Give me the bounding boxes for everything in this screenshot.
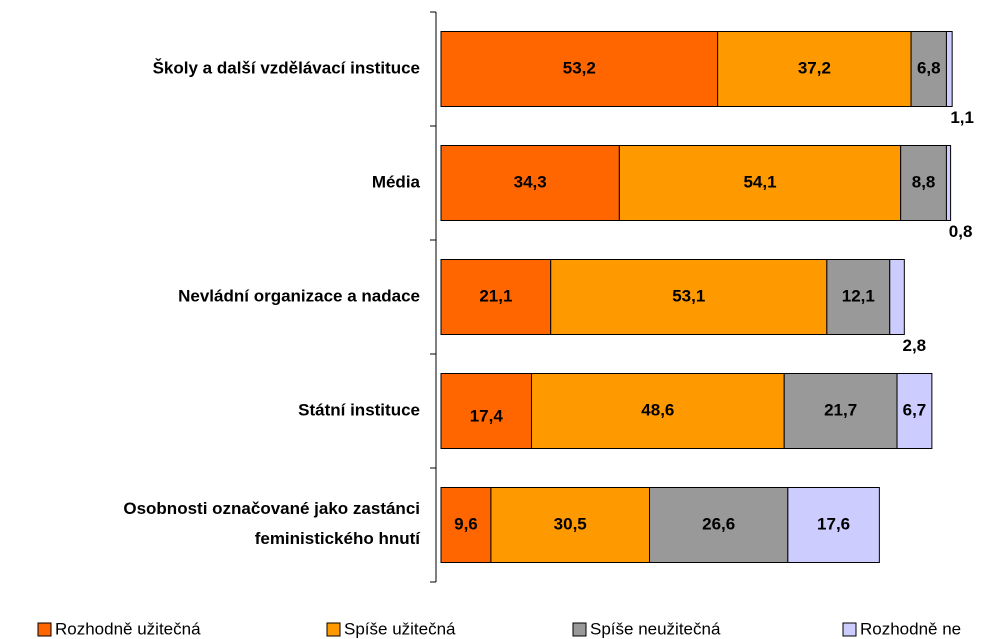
data-label: 2,8 [902,336,926,355]
bar-segment [783,373,898,449]
legend-swatch [842,622,857,637]
legend-label: Rozhodně ne [860,619,961,638]
data-label: 6,7 [903,400,927,419]
bar-segment [550,259,828,335]
bar-segment [910,31,947,107]
data-label: 48,6 [641,400,674,419]
bar-segment [490,487,651,563]
data-label: 6,8 [917,58,941,77]
category-label: Státní instituce [298,400,420,419]
category-label: Školy a další vzdělávací instituce [153,58,420,77]
data-label: 30,5 [554,514,587,533]
legend-swatch [572,622,587,637]
bar-segment [440,487,492,563]
bar-segment [889,259,905,335]
data-label: 21,1 [479,286,512,305]
bar-segment [826,259,891,335]
data-label: 53,1 [672,286,705,305]
data-label: 9,6 [454,514,478,533]
bar-segment [618,145,902,221]
data-label: 34,3 [514,172,547,191]
data-label: 8,8 [912,172,936,191]
legend-label: Spíše neužitečná [590,619,721,638]
category-label: Média [372,172,421,191]
category-label: Nevládní organizace a nadace [178,286,420,305]
data-label: 0,8 [949,222,973,241]
data-label: 26,6 [702,514,735,533]
bar-segment [945,145,952,221]
legend-label: Spíše užitečná [344,619,456,638]
bar-segment [900,145,947,221]
data-label: 54,1 [743,172,776,191]
data-label: 53,2 [563,58,596,77]
data-label: 37,2 [798,58,831,77]
data-label: 1,1 [950,108,974,127]
data-label: 21,7 [824,400,857,419]
data-label: 17,6 [817,514,850,533]
bar-segment [945,31,953,107]
data-label: 17,4 [470,406,504,425]
legend-swatch [37,622,52,637]
bar-segment [440,31,719,107]
legend-swatch [326,622,341,637]
category-label: Osobnosti označované jako zastánci femini… [123,499,421,548]
bar-segment [717,31,912,107]
bar-segment [649,487,789,563]
data-label: 12,1 [842,286,875,305]
bar-segment [787,487,880,563]
legend-label: Rozhodně užitečná [55,619,201,638]
bar-segment [440,145,620,221]
bar-segment [896,373,933,449]
bar-segment [530,373,785,449]
